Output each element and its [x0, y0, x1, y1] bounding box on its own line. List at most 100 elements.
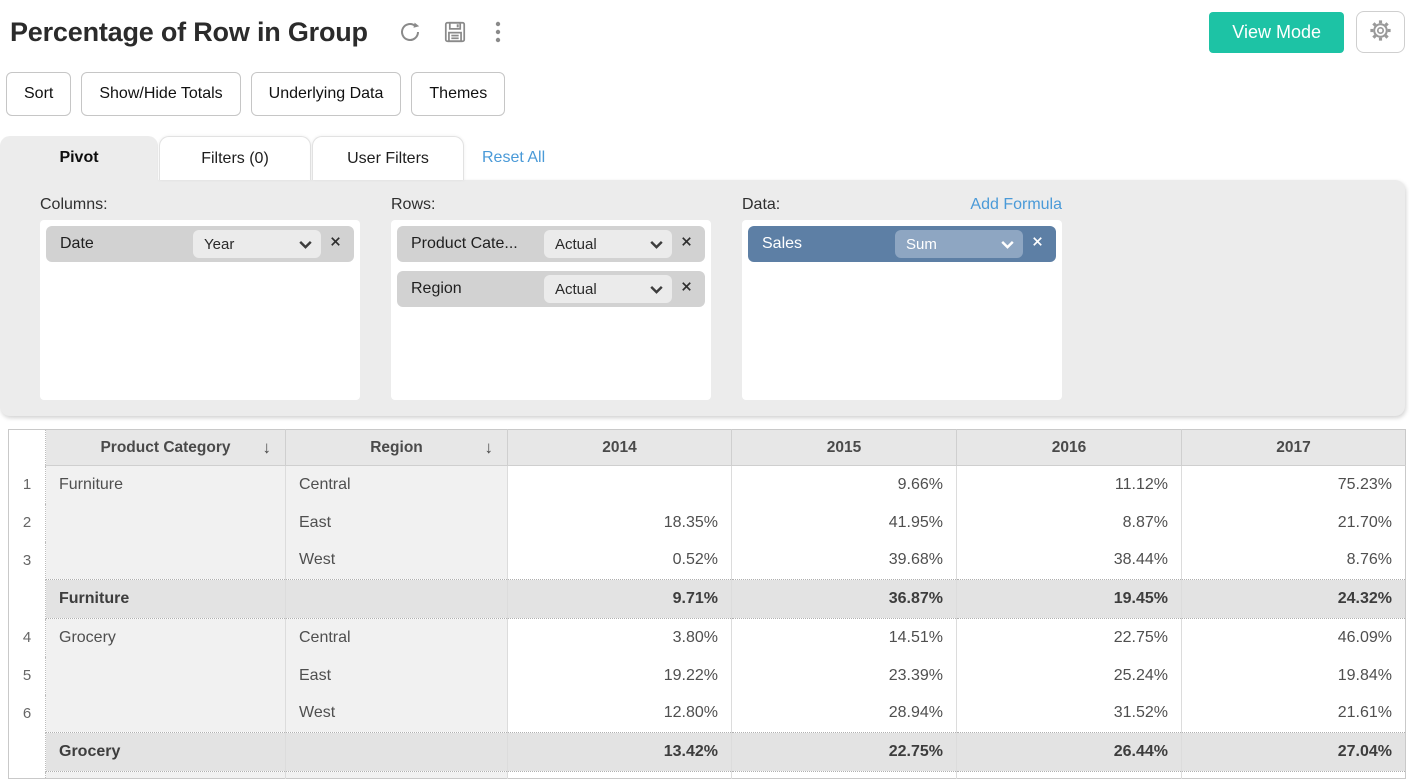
- table-row: [8, 771, 1406, 779]
- field-label: Date: [60, 235, 94, 252]
- value-cell: 25.24%: [956, 656, 1182, 695]
- remove-button[interactable]: [321, 234, 349, 254]
- columns-label: Columns:: [40, 196, 108, 213]
- save-icon: [442, 19, 468, 48]
- value-cell: 12.80%: [507, 694, 732, 733]
- tab-pivot[interactable]: Pivot: [0, 136, 158, 180]
- region-cell: East: [285, 656, 508, 695]
- gear-icon: [1367, 17, 1394, 47]
- table-row: 2 East 18.35% 41.95% 8.87% 21.70%: [8, 503, 1406, 542]
- table-row: 3 West 0.52% 39.68% 38.44% 8.76%: [8, 541, 1406, 580]
- view-mode-button[interactable]: View Mode: [1209, 11, 1344, 53]
- table-row: 4 Grocery Central 3.80% 14.51% 22.75% 46.09%: [8, 618, 1406, 657]
- value-cell: 23.39%: [731, 656, 957, 695]
- value-cell: 19.45%: [956, 579, 1182, 619]
- pill-sales[interactable]: Sales Sum: [748, 226, 1056, 262]
- value-cell: 8.76%: [1181, 541, 1406, 580]
- title-actions: [398, 19, 508, 48]
- app-header: Percentage of Row in Group: [0, 0, 1415, 56]
- category-cell: [45, 503, 286, 542]
- settings-button[interactable]: [1356, 11, 1405, 53]
- aggregation-value: Actual: [555, 280, 597, 298]
- save-button[interactable]: [442, 19, 468, 48]
- value-cell: 46.09%: [1181, 618, 1406, 657]
- column-header-2016[interactable]: 2016: [956, 429, 1182, 466]
- value-cell: [507, 465, 732, 504]
- row-number-cell: [8, 771, 46, 779]
- columns-dropzone[interactable]: Date Year: [40, 220, 360, 400]
- table-row: 6 West 12.80% 28.94% 31.52% 21.61%: [8, 694, 1406, 733]
- header-right: View Mode: [1209, 11, 1405, 53]
- themes-button[interactable]: Themes: [411, 72, 506, 116]
- tab-filters-0[interactable]: Filters (0): [159, 136, 311, 180]
- value-cell: 36.87%: [731, 579, 957, 619]
- tab-user-filters[interactable]: User Filters: [312, 136, 464, 180]
- column-header-2017[interactable]: 2017: [1181, 429, 1406, 466]
- rows-label: Rows:: [391, 196, 436, 213]
- value-cell: 24.32%: [1181, 579, 1406, 619]
- row-number-cell: [8, 579, 46, 619]
- remove-button[interactable]: [1023, 234, 1051, 254]
- category-cell: Grocery: [45, 618, 286, 657]
- row-number-cell: [8, 732, 46, 772]
- column-header-label: Product Category: [100, 438, 231, 456]
- aggregation-select[interactable]: Actual: [544, 230, 672, 258]
- category-cell: [45, 656, 286, 695]
- value-cell: 27.04%: [1181, 732, 1406, 772]
- value-cell: 41.95%: [731, 503, 957, 542]
- kebab-menu-icon: [488, 19, 508, 48]
- category-cell: Furniture: [45, 579, 286, 619]
- row-number-cell: 1: [8, 465, 46, 504]
- pivot-editor-panel: Columns: Date Year Rows: Product Cate... A…: [0, 180, 1405, 416]
- add-formula-link[interactable]: Add Formula: [970, 196, 1062, 213]
- more-menu-button[interactable]: [488, 19, 508, 48]
- category-cell: [45, 541, 286, 580]
- value-cell: 26.44%: [956, 732, 1182, 772]
- rows-zone: Rows: Product Cate... Actual Region Actual: [391, 192, 711, 416]
- close-icon: [1030, 234, 1045, 254]
- value-cell: 8.87%: [956, 503, 1182, 542]
- sort-desc-icon: ↓: [262, 437, 272, 457]
- region-cell: West: [285, 541, 508, 580]
- grid-header-row: Product Category ↓ Region ↓ 2014 2015 2016 2017: [8, 429, 1406, 466]
- aggregation-select[interactable]: Sum: [895, 230, 1023, 258]
- value-cell: 22.75%: [731, 732, 957, 772]
- remove-button[interactable]: [672, 279, 700, 299]
- close-icon: [328, 234, 343, 254]
- show-hide-totals-button[interactable]: Show/Hide Totals: [81, 72, 241, 116]
- close-icon: [679, 279, 694, 299]
- value-cell: 9.71%: [507, 579, 732, 619]
- total-row: Grocery 13.42% 22.75% 26.44% 27.04%: [8, 732, 1406, 772]
- sort-button[interactable]: Sort: [6, 72, 72, 116]
- aggregation-value: Sum: [906, 235, 937, 253]
- value-cell: 31.52%: [956, 694, 1182, 733]
- aggregation-select[interactable]: Actual: [544, 275, 672, 303]
- pill-date[interactable]: Date Year: [46, 226, 354, 262]
- pill-region[interactable]: Region Actual: [397, 271, 705, 307]
- row-number-cell: 3: [8, 541, 46, 580]
- aggregation-select[interactable]: Year: [193, 230, 321, 258]
- value-cell: 9.66%: [731, 465, 957, 504]
- region-cell: Central: [285, 618, 508, 657]
- close-icon: [679, 234, 694, 254]
- underlying-data-button[interactable]: Underlying Data: [250, 72, 402, 116]
- column-header-product-category[interactable]: Product Category ↓: [45, 429, 286, 466]
- data-dropzone[interactable]: Sales Sum: [742, 220, 1062, 400]
- remove-button[interactable]: [672, 234, 700, 254]
- column-header-2014[interactable]: 2014: [507, 429, 732, 466]
- region-cell: East: [285, 503, 508, 542]
- column-header-region[interactable]: Region ↓: [285, 429, 508, 466]
- column-header-2015[interactable]: 2015: [731, 429, 957, 466]
- value-cell: 19.22%: [507, 656, 732, 695]
- region-cell: [285, 732, 508, 772]
- sort-desc-icon: ↓: [484, 437, 494, 457]
- reset-all-link[interactable]: Reset All: [482, 149, 546, 166]
- field-label: Sales: [762, 235, 803, 252]
- value-cell: [731, 771, 957, 779]
- value-cell: 75.23%: [1181, 465, 1406, 504]
- row-number-cell: 6: [8, 694, 46, 733]
- pill-product-cate[interactable]: Product Cate... Actual: [397, 226, 705, 262]
- refresh-button[interactable]: [398, 20, 422, 47]
- rows-dropzone[interactable]: Product Cate... Actual Region Actual: [391, 220, 711, 400]
- value-cell: 19.84%: [1181, 656, 1406, 695]
